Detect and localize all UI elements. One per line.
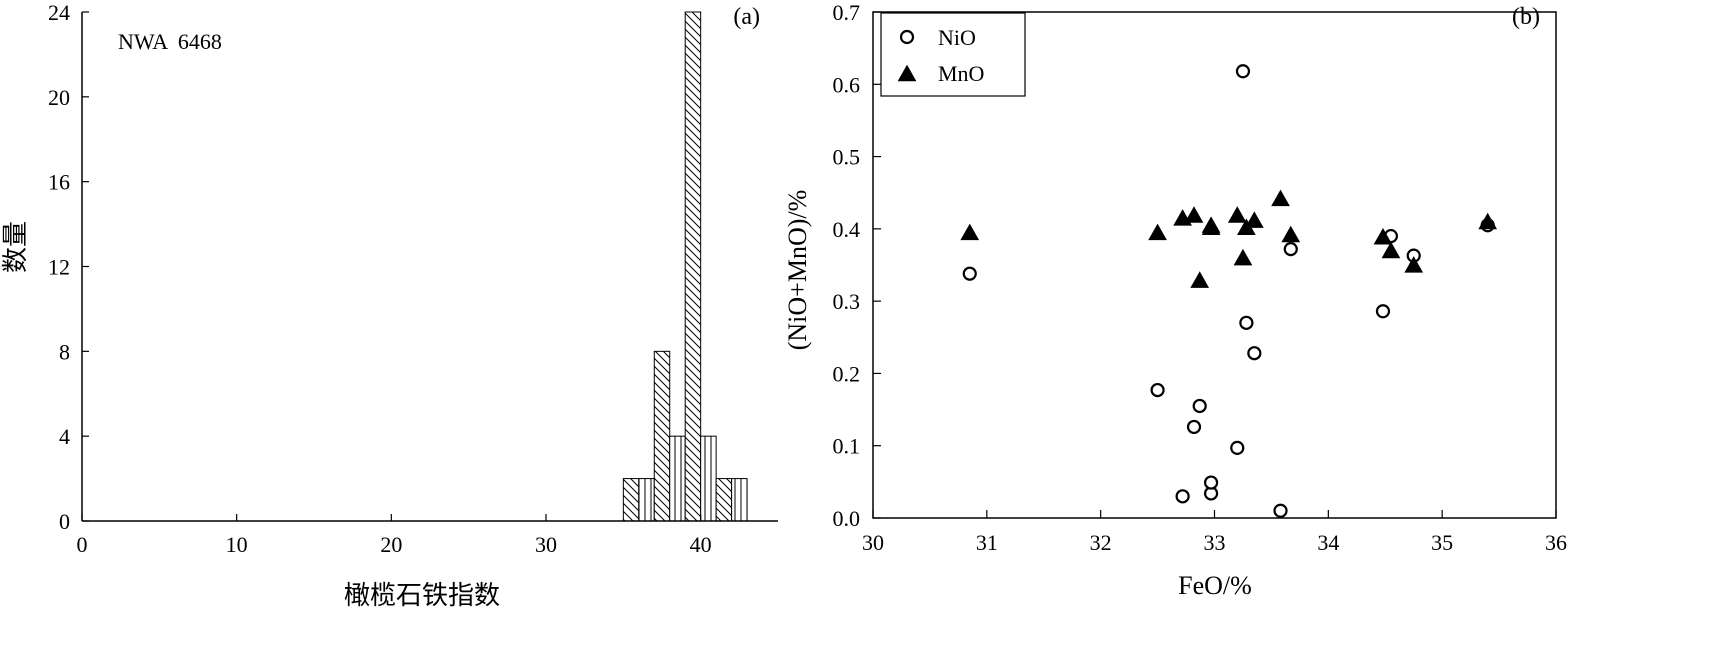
scatter-y-tick-label: 0.7 — [833, 0, 861, 25]
mno-data-point — [1190, 271, 1210, 288]
histogram-bar — [700, 435, 717, 522]
histogram-x-tick-label: 10 — [226, 532, 248, 557]
histogram-x-tick-label: 30 — [535, 532, 557, 557]
nio-data-point — [1175, 489, 1190, 504]
mno-data-point — [1478, 212, 1498, 230]
legend-items: NiO MnO — [897, 25, 984, 86]
nio-data-point — [1247, 346, 1262, 361]
histogram-bar — [653, 350, 671, 522]
legend-box — [880, 12, 1026, 97]
histogram-y-tick-label: 16 — [48, 170, 70, 195]
scatter-x-axis-title: FeO/% — [1178, 571, 1252, 600]
scatter-x-tick-label: 32 — [1090, 530, 1112, 555]
nio-data-point — [1203, 475, 1219, 490]
panel-label-b: (b) — [1512, 4, 1540, 30]
histogram-y-tick-label: 12 — [48, 255, 70, 280]
histogram-bar — [684, 11, 702, 522]
scatter-axes: 30 31 32 33 34 35 36 0.0 0.1 0.2 0.3 0.4 0.5 0.6 0.7 — [833, 0, 1568, 555]
legend-label: MnO — [938, 61, 984, 86]
nio-data-point — [1273, 503, 1288, 518]
scatter-x-tick-label: 33 — [1204, 530, 1226, 555]
scatter-x-tick-label: 31 — [976, 530, 998, 555]
nio-data-point — [1239, 315, 1254, 330]
scatter-y-tick-label: 0.3 — [833, 289, 861, 314]
histogram-y-tick-label: 0 — [59, 509, 70, 534]
mno-data-point — [1184, 206, 1204, 223]
mno-data-point — [1244, 211, 1264, 228]
histogram-y-axis-title: 数量 — [1, 221, 30, 273]
nio-data-point — [1192, 398, 1207, 414]
histogram-y-tick-label: 24 — [48, 0, 70, 25]
legend-label: NiO — [938, 25, 976, 50]
scatter-x-tick-label: 34 — [1317, 530, 1339, 555]
histogram-x-axis-title: 橄榄石铁指数 — [344, 581, 500, 610]
scatter-y-axis-title: (NiO+MnO)/% — [783, 190, 812, 351]
scatter-y-tick-label: 0.1 — [833, 434, 861, 459]
nio-data-point — [1186, 419, 1202, 435]
nio-data-point — [1150, 382, 1165, 398]
scatter-y-tick-label: 0.2 — [833, 361, 861, 386]
mno-data-point — [1233, 248, 1253, 266]
histogram-bars — [622, 11, 748, 522]
scatter-points — [960, 64, 1498, 518]
mno-data-point — [1271, 189, 1290, 207]
scatter-y-tick-label: 0.4 — [833, 217, 861, 242]
mno-data-point — [1201, 218, 1221, 236]
histogram-bar — [731, 478, 748, 522]
scatter-legend: NiO MnO — [880, 12, 1026, 97]
histogram-y-tick-label: 4 — [59, 424, 70, 449]
histogram-bar — [715, 478, 733, 522]
scatter-y-tick-label: 0.0 — [833, 506, 861, 531]
mno-data-point — [1373, 227, 1393, 245]
histogram-x-tick-label: 40 — [690, 532, 712, 557]
mno-data-point — [1227, 206, 1247, 223]
nio-data-point — [962, 266, 977, 281]
nio-data-point — [1230, 440, 1245, 455]
nio-data-point — [1235, 64, 1251, 79]
histogram-y-tick-label: 20 — [48, 85, 70, 110]
mno-data-point — [1404, 256, 1424, 273]
mno-data-point — [1381, 241, 1401, 259]
scatter-x-tick-label: 35 — [1431, 530, 1453, 555]
histogram-x-tick-label: 20 — [380, 532, 402, 557]
panel-label-a: (a) — [733, 4, 760, 30]
histogram-panel: 0 10 20 30 40 0 4 8 12 16 20 24 (a) NWA 6468 橄榄石铁指数… — [1, 0, 778, 610]
scatter-x-tick-label: 36 — [1545, 530, 1567, 555]
histogram-axes: 0 10 20 30 40 0 4 8 12 16 20 24 — [48, 0, 778, 557]
mno-data-point — [1281, 225, 1301, 243]
histogram-bar — [622, 478, 640, 522]
scatter-panel: 30 31 32 33 34 35 36 0.0 0.1 0.2 0.3 0.4 0.5 0.6 0.7 (… — [783, 0, 1567, 600]
nio-data-point — [1283, 241, 1298, 257]
histogram-y-tick-label: 8 — [59, 339, 70, 364]
mno-data-point — [1148, 223, 1167, 241]
scatter-y-tick-label: 0.6 — [833, 72, 861, 97]
sample-annotation: NWA 6468 — [118, 29, 222, 54]
nio-data-point — [1375, 304, 1391, 319]
histogram-bar — [669, 435, 686, 522]
mno-data-point — [960, 223, 980, 241]
scatter-y-tick-label: 0.5 — [833, 145, 861, 170]
histogram-bar — [638, 478, 655, 522]
scatter-x-tick-label: 30 — [862, 530, 884, 555]
legend-mno-marker — [897, 64, 917, 82]
legend-nio-marker — [899, 29, 915, 45]
histogram-x-tick-label: 0 — [77, 532, 88, 557]
